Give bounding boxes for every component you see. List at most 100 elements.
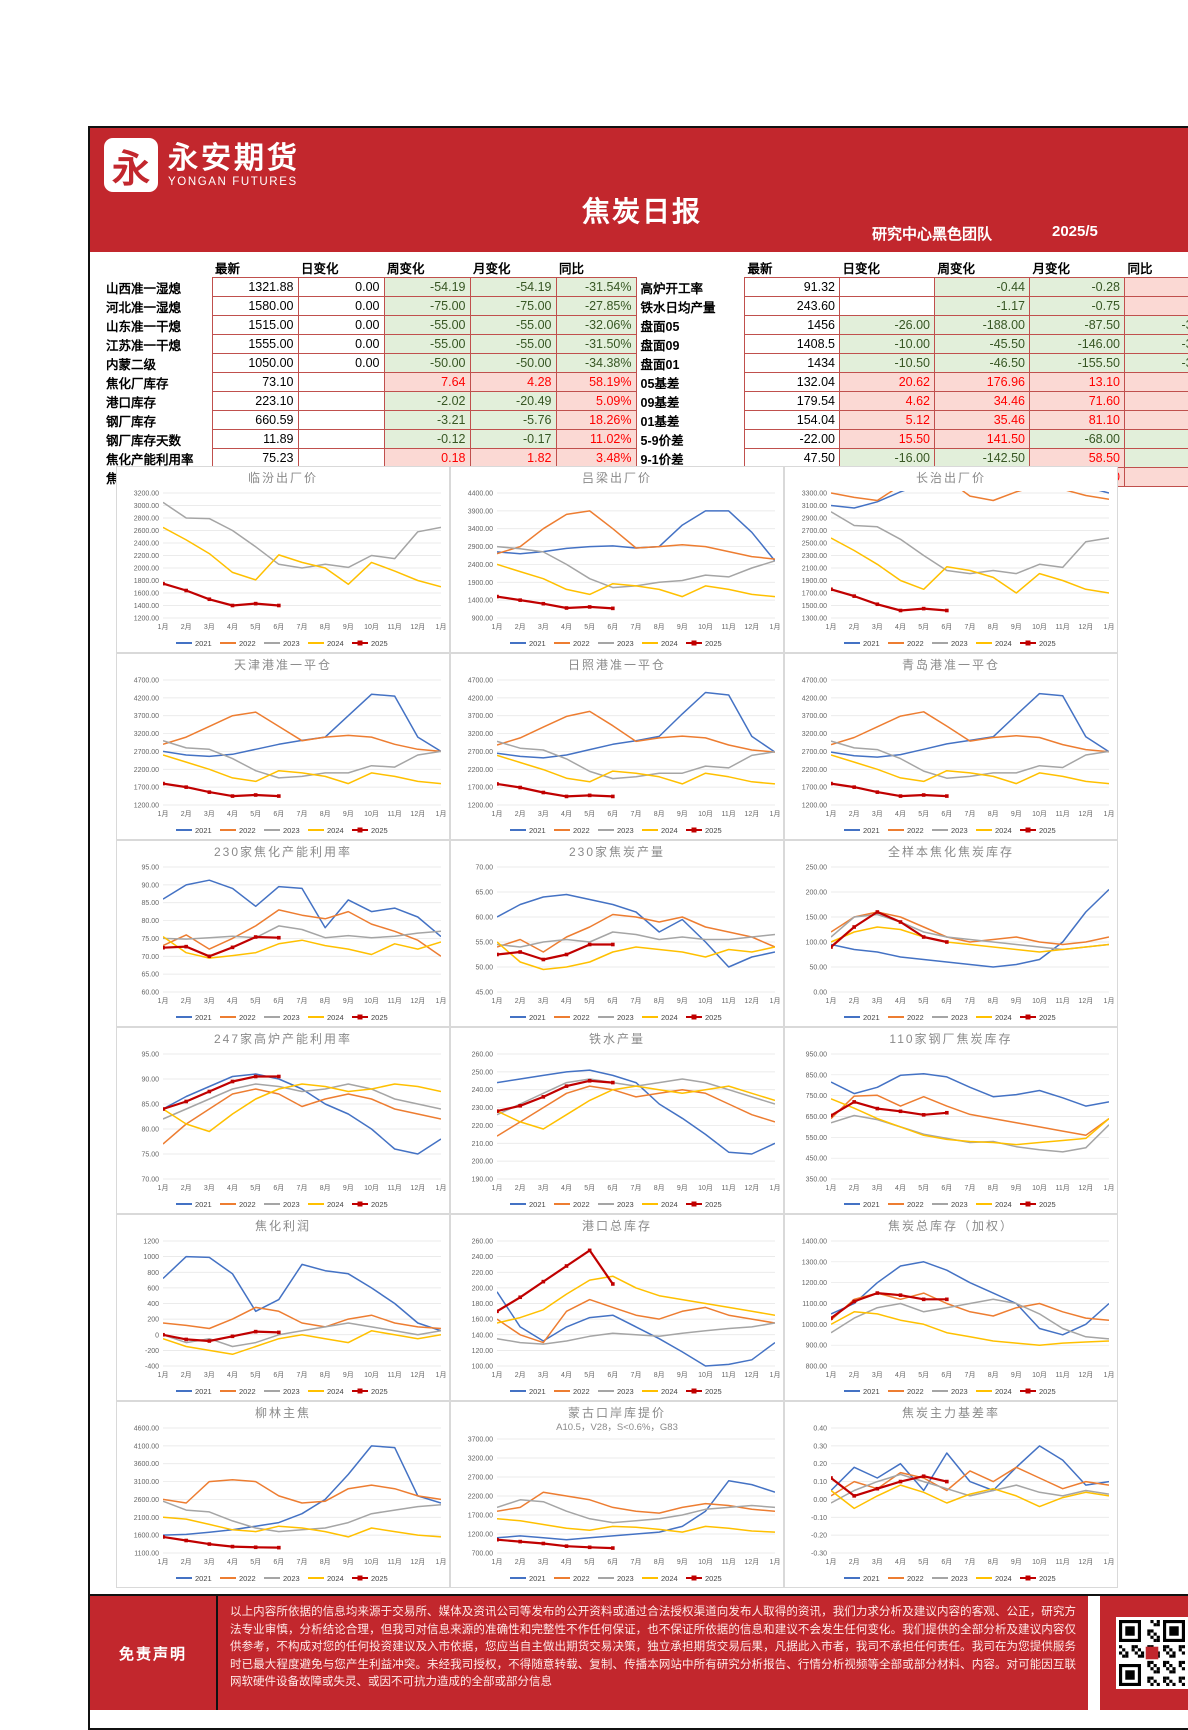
svg-text:3月: 3月 [204, 623, 215, 631]
svg-text:250.00: 250.00 [472, 1069, 494, 1076]
svg-text:6月: 6月 [941, 623, 952, 631]
svg-text:10月: 10月 [698, 997, 713, 1005]
svg-text:60.00: 60.00 [141, 990, 159, 997]
cell-value: -75.00 [470, 297, 556, 316]
svg-text:7月: 7月 [297, 1371, 308, 1379]
cell-value: -37.4 [1125, 335, 1188, 354]
svg-text:3月: 3月 [538, 1184, 549, 1192]
svg-text:2024: 2024 [995, 826, 1012, 835]
svg-text:7月: 7月 [631, 997, 642, 1005]
svg-text:2023: 2023 [283, 826, 300, 835]
svg-text:4月: 4月 [561, 623, 572, 631]
row-label: 高炉开工率 [637, 278, 745, 297]
svg-text:200.00: 200.00 [472, 1285, 494, 1292]
svg-text:1月: 1月 [826, 1558, 837, 1566]
svg-text:4700.00: 4700.00 [134, 678, 159, 685]
svg-text:9月: 9月 [343, 1558, 354, 1566]
svg-text:6月: 6月 [273, 1184, 284, 1192]
cell-value: 165 [1125, 392, 1188, 411]
svg-text:柳林主焦: 柳林主焦 [255, 1406, 311, 1420]
svg-text:2023: 2023 [283, 1387, 300, 1396]
cell-value: -45.50 [935, 335, 1030, 354]
svg-text:6月: 6月 [607, 810, 618, 818]
svg-text:230家焦炭产量: 230家焦炭产量 [569, 844, 665, 859]
svg-text:2800.00: 2800.00 [134, 516, 159, 523]
svg-text:0.10: 0.10 [813, 1479, 827, 1486]
svg-text:2200.00: 2200.00 [134, 767, 159, 774]
svg-text:1月: 1月 [826, 997, 837, 1005]
cell-value: -68.00 [1030, 430, 1125, 449]
svg-text:3月: 3月 [204, 1371, 215, 1379]
cell-value: -20 [1125, 449, 1188, 468]
svg-text:80.00: 80.00 [141, 1127, 159, 1134]
svg-text:全样本焦化焦炭库存: 全样本焦化焦炭库存 [888, 844, 1014, 859]
cell-value: 185 [1125, 373, 1188, 392]
column-header: 日变化 [840, 258, 935, 278]
svg-text:0.20: 0.20 [813, 1461, 827, 1468]
svg-text:铁水产量: 铁水产量 [589, 1032, 645, 1046]
svg-text:7月: 7月 [631, 1371, 642, 1379]
svg-text:9月: 9月 [677, 1371, 688, 1379]
svg-text:1月: 1月 [770, 810, 781, 818]
svg-text:2022: 2022 [907, 1387, 924, 1396]
svg-text:3月: 3月 [872, 997, 883, 1005]
svg-text:1月: 1月 [158, 810, 169, 818]
svg-text:10月: 10月 [698, 1371, 713, 1379]
svg-text:1月: 1月 [826, 1184, 837, 1192]
svg-text:2021: 2021 [195, 826, 212, 835]
cell-value [840, 297, 935, 316]
svg-text:2025: 2025 [371, 1387, 388, 1396]
svg-text:4月: 4月 [561, 810, 572, 818]
svg-text:4月: 4月 [561, 1371, 572, 1379]
svg-text:4月: 4月 [561, 1558, 572, 1566]
svg-text:190.00: 190.00 [472, 1177, 494, 1184]
svg-text:1700.00: 1700.00 [134, 785, 159, 792]
svg-text:220.00: 220.00 [472, 1270, 494, 1277]
svg-text:2021: 2021 [529, 1200, 546, 1209]
svg-text:4月: 4月 [895, 1371, 906, 1379]
svg-text:2月: 2月 [181, 1184, 192, 1192]
cell-value: -142.50 [935, 449, 1030, 468]
svg-text:1月: 1月 [770, 1184, 781, 1192]
column-header: 月变化 [1030, 258, 1125, 278]
cell-value: -27.85% [556, 297, 636, 316]
svg-text:2200.00: 2200.00 [468, 1494, 493, 1501]
svg-text:3月: 3月 [538, 1558, 549, 1566]
svg-text:5月: 5月 [250, 810, 261, 818]
svg-text:9月: 9月 [677, 1558, 688, 1566]
svg-text:4400.00: 4400.00 [468, 491, 493, 498]
cell-value: -22.00 [745, 430, 840, 449]
row-label: 铁水日均产量 [637, 297, 745, 316]
cell-value: -1.17 [935, 297, 1030, 316]
svg-text:850.00: 850.00 [806, 1072, 828, 1079]
svg-text:110家钢厂焦炭库存: 110家钢厂焦炭库存 [889, 1031, 1012, 1046]
cell-value: -3.21 [384, 411, 470, 430]
svg-text:1月: 1月 [1104, 997, 1115, 1005]
svg-text:10月: 10月 [364, 623, 379, 631]
svg-text:1900.00: 1900.00 [802, 578, 827, 585]
svg-text:1600.00: 1600.00 [134, 591, 159, 598]
svg-text:200: 200 [147, 1317, 159, 1324]
row-label: 港口库存 [102, 392, 212, 411]
svg-text:5月: 5月 [918, 1184, 929, 1192]
svg-text:9月: 9月 [1011, 623, 1022, 631]
svg-text:2021: 2021 [863, 1574, 880, 1583]
svg-text:3700.00: 3700.00 [134, 713, 159, 720]
svg-text:3400.00: 3400.00 [468, 526, 493, 533]
cell-value: 179.54 [745, 392, 840, 411]
svg-text:2021: 2021 [863, 1387, 880, 1396]
svg-text:2023: 2023 [951, 1200, 968, 1209]
brand-name-en: YONGAN FUTURES [168, 176, 300, 188]
svg-text:2024: 2024 [661, 1013, 678, 1022]
svg-text:180.00: 180.00 [472, 1301, 494, 1308]
row-label: 江苏准一干熄 [102, 335, 212, 354]
svg-text:120.00: 120.00 [472, 1348, 494, 1355]
cell-value: 0.00 [298, 354, 384, 373]
svg-text:70.00: 70.00 [475, 865, 493, 872]
cell-value: 0.00 [298, 335, 384, 354]
